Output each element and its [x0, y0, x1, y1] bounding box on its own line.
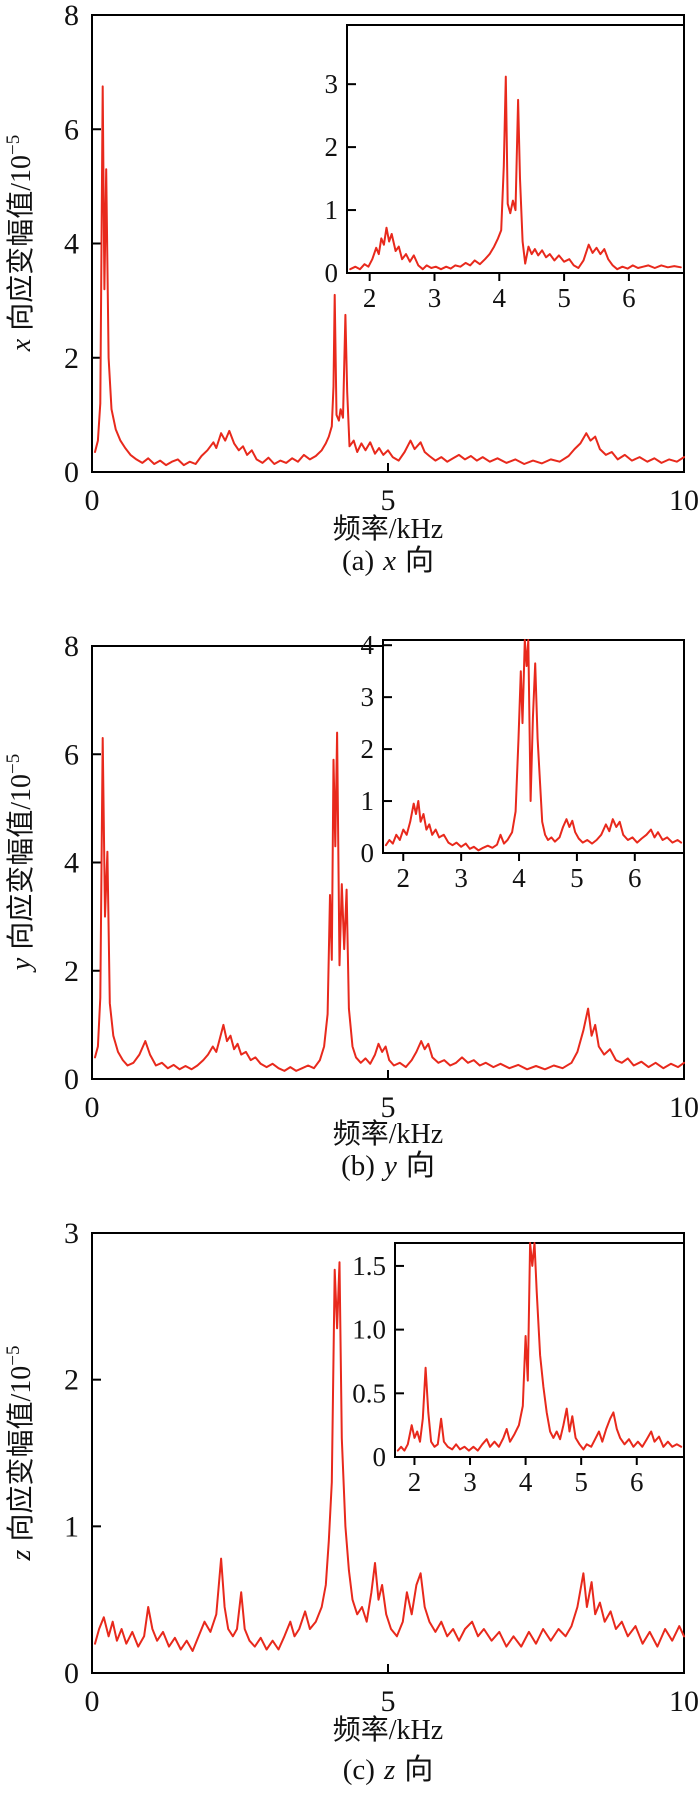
y-tick-label: 4 [64, 847, 79, 880]
x-tick-label: 10 [669, 1091, 699, 1124]
y-tick-label: 1 [64, 1510, 79, 1543]
x-tick-label: 6 [628, 863, 642, 893]
spectrum-curve [94, 85, 685, 467]
x-tick-label: 0 [85, 1685, 100, 1718]
y-tick-label: 2 [64, 342, 79, 375]
x-tick-label: 3 [454, 863, 468, 893]
panel-caption: (a) x 向 [342, 544, 434, 577]
inset-frame [346, 24, 685, 274]
y-tick-label: 0 [64, 1657, 79, 1690]
x-tick-label: 2 [397, 863, 411, 893]
y-tick-label: 2 [325, 132, 339, 162]
inset-plot: 2 3 4 5 6 0 0.5 1.0 1.5 [352, 1242, 685, 1497]
x-tick-label: 4 [519, 1467, 533, 1497]
x-tick-label: 6 [630, 1467, 644, 1497]
x-tick-label: 0 [85, 484, 100, 517]
y-tick-label: 1 [361, 786, 375, 816]
x-tick-label: 4 [493, 283, 507, 313]
y-tick-label: 2 [64, 955, 79, 988]
x-tick-label: 3 [428, 283, 442, 313]
y-tick-label: 3 [64, 1217, 79, 1250]
y-tick-label: 8 [64, 630, 79, 663]
y-tick-label: 0 [64, 456, 79, 489]
inset-plot: 2 3 4 5 6 0 1 2 3 [325, 24, 685, 313]
x-tick-label: 4 [512, 863, 526, 893]
x-tick-label: 5 [381, 1091, 396, 1124]
x-tick-label: 5 [574, 1467, 588, 1497]
y-tick-label: 3 [361, 682, 375, 712]
y-tick-label: 4 [64, 228, 79, 261]
y-tick-label: 8 [64, 0, 79, 32]
inset-spectrum-curve [396, 1242, 683, 1452]
y-tick-label: 1 [325, 195, 339, 225]
y-tick-label: 1.5 [352, 1251, 386, 1281]
y-tick-label: 6 [64, 738, 79, 771]
y-tick-label: 0 [373, 1442, 387, 1472]
y-tick-label: 2 [64, 1364, 79, 1397]
x-tick-label: 3 [463, 1467, 477, 1497]
panel-c-figure: 0 5 10 0 1 2 3 2 3 4 5 6 0 0.5 1.0 1.5 z向应变幅值/10−5 频率/k… [3, 1217, 699, 1786]
x-tick-label: 6 [622, 283, 636, 313]
x-tick-label: 5 [381, 1685, 396, 1718]
inset-frame [382, 639, 685, 854]
spectrum-curve [94, 731, 685, 1072]
y-axis-label: y向应变幅值/10−5 [3, 754, 37, 973]
x-axis-label: 频率/kHz [333, 513, 443, 545]
y-axis-label: x向应变幅值/10−5 [3, 135, 37, 352]
inset-spectrum-curve [384, 639, 683, 852]
panel-c-plot: 0 5 10 0 1 2 3 2 3 4 5 6 0 0.5 1.0 1.5 [64, 1217, 699, 1718]
inset-spectrum-curve [349, 75, 682, 271]
panel-caption: (c) z 向 [343, 1753, 434, 1786]
y-tick-label: 0 [361, 838, 375, 868]
y-tick-label: 0 [64, 1063, 79, 1096]
y-tick-label: 4 [361, 630, 375, 660]
x-axis-label: 频率/kHz [333, 1714, 443, 1746]
y-tick-label: 6 [64, 113, 79, 146]
x-tick-label: 5 [381, 484, 396, 517]
x-tick-label: 2 [408, 1467, 422, 1497]
y-tick-label: 1.0 [352, 1315, 386, 1345]
y-tick-label: 0 [325, 258, 339, 288]
x-tick-label: 10 [669, 484, 699, 517]
y-tick-label: 2 [361, 734, 375, 764]
y-tick-label: 3 [325, 69, 339, 99]
x-tick-label: 10 [669, 1685, 699, 1718]
inset-plot: 2 3 4 5 6 0 1 2 3 4 [361, 630, 685, 893]
y-axis-label: z向应变幅值/10−5 [3, 1346, 37, 1562]
x-tick-label: 5 [570, 863, 584, 893]
panel-caption: (b) y 向 [341, 1149, 435, 1182]
x-tick-label: 5 [557, 283, 571, 313]
x-tick-label: 0 [85, 1091, 100, 1124]
y-tick-label: 0.5 [352, 1378, 386, 1408]
spectrum-curve [94, 1261, 685, 1652]
x-axis-label: 频率/kHz [333, 1118, 443, 1150]
x-tick-label: 2 [363, 283, 377, 313]
